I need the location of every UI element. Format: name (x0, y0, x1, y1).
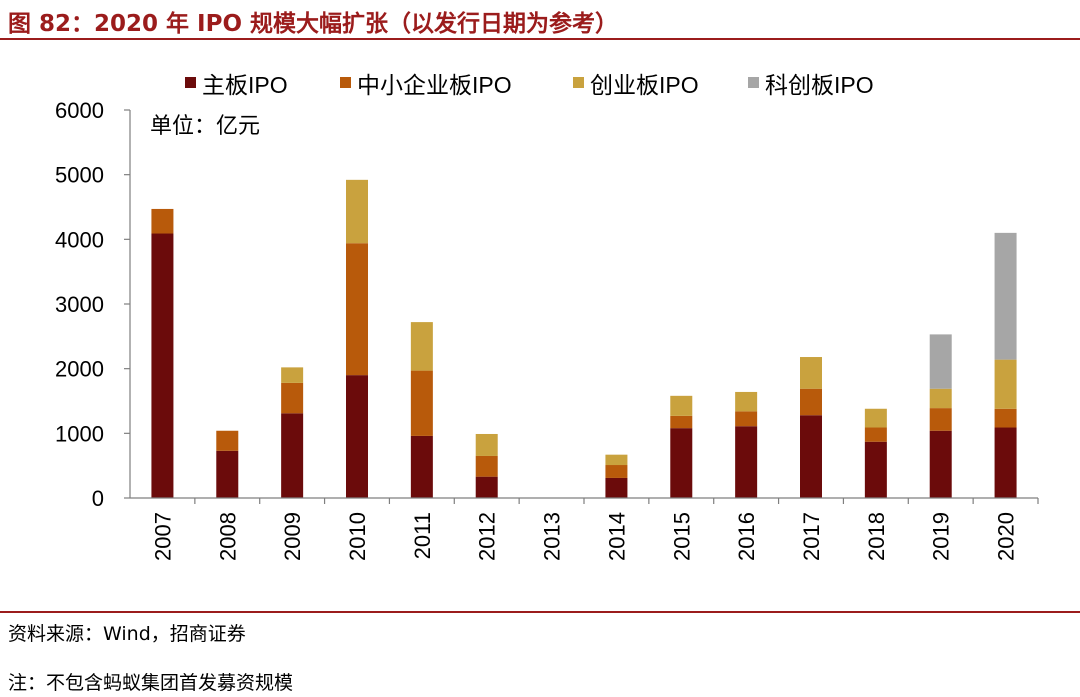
legend-label-star-market: 科创板IPO (765, 72, 874, 98)
bar-chinext-2018 (864, 408, 887, 428)
legend-label-main-board: 主板IPO (202, 72, 288, 98)
bar-sme-board-2014 (605, 465, 628, 478)
bar-main-board-2019 (929, 430, 952, 498)
footer-divider (0, 611, 1080, 613)
y-tick-label: 2000 (55, 357, 104, 382)
y-tick-label: 5000 (55, 163, 104, 188)
bar-chinext-2016 (735, 391, 758, 412)
x-tick-label-2020: 2020 (994, 512, 1019, 561)
y-tick-label: 0 (92, 486, 104, 511)
bar-chinext-2015 (670, 395, 693, 416)
x-tick-label-2014: 2014 (604, 512, 629, 561)
bar-sme-board-2007 (151, 208, 174, 234)
bar-main-board-2018 (864, 441, 887, 498)
bar-sme-board-2011 (410, 370, 433, 436)
x-tick-label-2016: 2016 (734, 512, 759, 561)
bar-sme-board-2008 (216, 430, 239, 451)
legend-swatch-main-board (185, 77, 196, 88)
legend-swatch-sme-board (340, 77, 351, 88)
bar-sme-board-2012 (475, 455, 498, 477)
legend-swatch-star-market (748, 77, 759, 88)
bar-chinext-2012 (475, 433, 498, 456)
x-tick-label-2013: 2013 (540, 512, 565, 561)
bar-sme-board-2016 (735, 411, 758, 427)
chart-legend: 主板IPO 中小企业板IPO 创业板IPO 科创板IPO (185, 72, 874, 98)
x-tick-label-2018: 2018 (864, 512, 889, 561)
axes-group: 0 1000 2000 3000 4000 5000 6000 2007 2008 2009 201… (55, 98, 1039, 561)
x-tick-label-2009: 2009 (280, 512, 305, 561)
x-tick-label-2007: 2007 (150, 512, 175, 561)
x-tick-label-2012: 2012 (475, 512, 500, 561)
stacked-bar-chart: 主板IPO 中小企业板IPO 创业板IPO 科创板IPO 单位：亿元 0 1000 200… (55, 72, 1039, 561)
legend-label-chinext: 创业板IPO (590, 72, 699, 98)
bar-sme-board-2015 (670, 415, 693, 429)
footnote: 注：不包含蚂蚁集团首发募资规模 (8, 672, 294, 694)
y-tick-label: 3000 (55, 292, 104, 317)
bar-main-board-2011 (410, 435, 433, 498)
bar-main-board-2014 (605, 477, 628, 498)
bar-chinext-2014 (605, 454, 628, 466)
bar-sme-board-2019 (929, 408, 952, 431)
source-note: 资料来源：Wind，招商证券 (8, 623, 246, 645)
bar-star-market-2019 (929, 334, 952, 389)
bar-chinext-2010 (346, 179, 368, 244)
x-tick-label-2015: 2015 (669, 512, 694, 561)
bar-chinext-2017 (800, 357, 822, 389)
x-tick-label-2011: 2011 (410, 512, 435, 559)
bar-chinext-2009 (281, 367, 304, 383)
bars-group (151, 179, 1017, 498)
bar-main-board-2016 (735, 426, 758, 498)
legend-label-sme-board: 中小企业板IPO (357, 72, 512, 98)
legend-swatch-chinext (573, 77, 584, 88)
bar-star-market-2020 (994, 232, 1017, 360)
figure-title: 图 82：2020 年 IPO 规模大幅扩张（以发行日期为参考） (8, 11, 619, 37)
unit-label: 单位：亿元 (150, 113, 260, 138)
bar-main-board-2020 (994, 427, 1017, 498)
bar-main-board-2017 (800, 415, 822, 498)
bar-sme-board-2017 (800, 388, 822, 416)
bar-sme-board-2009 (281, 382, 304, 414)
bar-main-board-2008 (216, 450, 239, 498)
bar-main-board-2009 (281, 413, 304, 498)
title-divider (0, 38, 1080, 40)
y-tick-label: 1000 (55, 421, 104, 446)
bar-main-board-2007 (151, 233, 174, 498)
x-tick-label-2019: 2019 (929, 512, 954, 561)
y-tick-label: 4000 (55, 227, 104, 252)
bar-chinext-2011 (410, 322, 433, 371)
bar-chinext-2019 (929, 388, 952, 409)
bar-main-board-2015 (670, 428, 693, 498)
x-tick-label-2010: 2010 (345, 512, 370, 561)
bar-main-board-2012 (475, 476, 498, 498)
x-tick-label-2008: 2008 (215, 512, 240, 561)
bar-sme-board-2020 (994, 408, 1017, 428)
x-tick-label-2017: 2017 (799, 512, 824, 561)
y-tick-label: 6000 (55, 98, 104, 123)
bar-chinext-2020 (994, 359, 1017, 409)
bar-sme-board-2010 (346, 243, 368, 376)
bar-sme-board-2018 (864, 427, 887, 442)
bar-main-board-2010 (346, 375, 368, 498)
